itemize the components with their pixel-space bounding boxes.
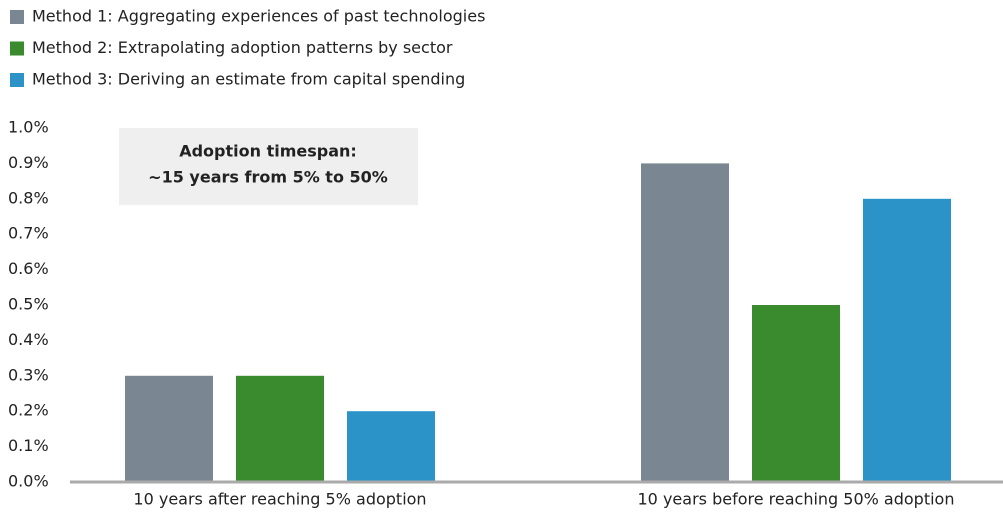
y-tick-label: 0.0%	[8, 472, 49, 491]
y-tick-label: 1.0%	[8, 118, 49, 137]
bar	[347, 411, 435, 482]
bar	[236, 375, 324, 482]
bar	[641, 163, 729, 482]
bar	[125, 375, 213, 482]
legend-label: Method 3: Deriving an estimate from capi…	[32, 70, 465, 89]
y-tick-label: 0.5%	[8, 295, 49, 314]
x-tick-label: 10 years before reaching 50% adoption	[638, 490, 955, 509]
y-tick-label: 0.2%	[8, 401, 49, 420]
legend-swatch	[10, 41, 24, 56]
y-tick-label: 0.4%	[8, 330, 49, 349]
legend-label: Method 2: Extrapolating adoption pattern…	[32, 38, 453, 57]
legend-swatch	[10, 10, 24, 24]
bar	[863, 198, 951, 483]
y-tick-label: 0.6%	[8, 259, 49, 278]
legend-label: Method 1: Aggregating experiences of pas…	[32, 7, 485, 26]
annotation-box	[119, 128, 418, 205]
annotation: Adoption timespan:	[179, 142, 357, 161]
y-tick-label: 0.9%	[8, 153, 49, 172]
x-tick-label: 10 years after reaching 5% adoption	[133, 490, 426, 509]
legend-swatch	[10, 73, 24, 87]
y-tick-label: 0.1%	[8, 436, 49, 455]
y-tick-label: 0.8%	[8, 188, 49, 207]
annotation: ~15 years from 5% to 50%	[148, 168, 388, 187]
bar	[752, 305, 840, 482]
y-tick-label: 0.7%	[8, 224, 49, 243]
y-tick-label: 0.3%	[8, 365, 49, 384]
